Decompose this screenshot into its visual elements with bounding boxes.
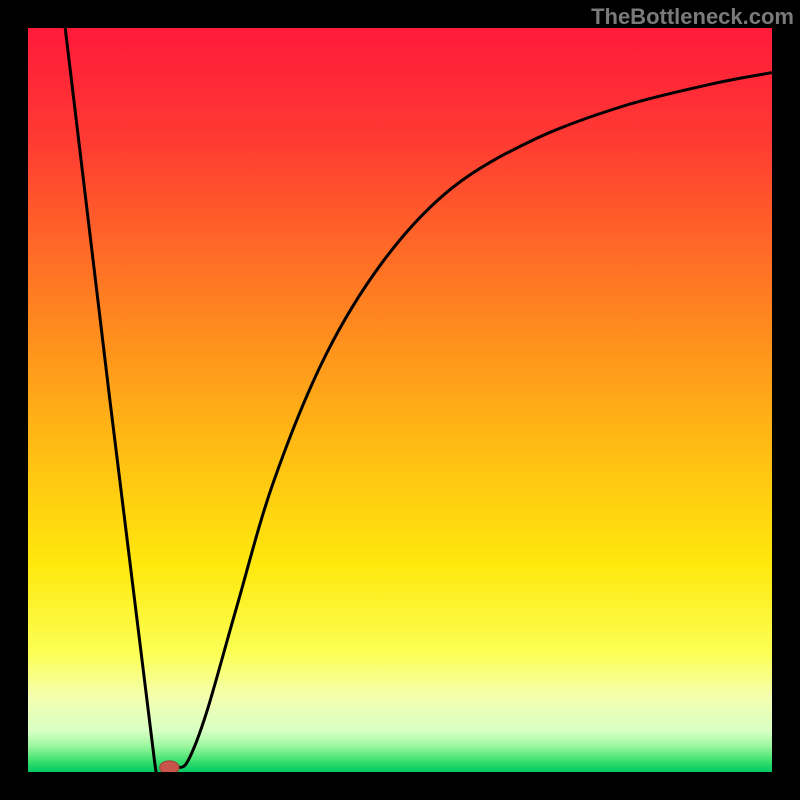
chart-container: TheBottleneck.com [0, 0, 800, 800]
bottleneck-curve [28, 28, 772, 772]
curve-path [65, 28, 772, 772]
plot-area [28, 28, 772, 772]
attribution-text: TheBottleneck.com [591, 4, 794, 30]
optimum-marker [160, 761, 179, 772]
